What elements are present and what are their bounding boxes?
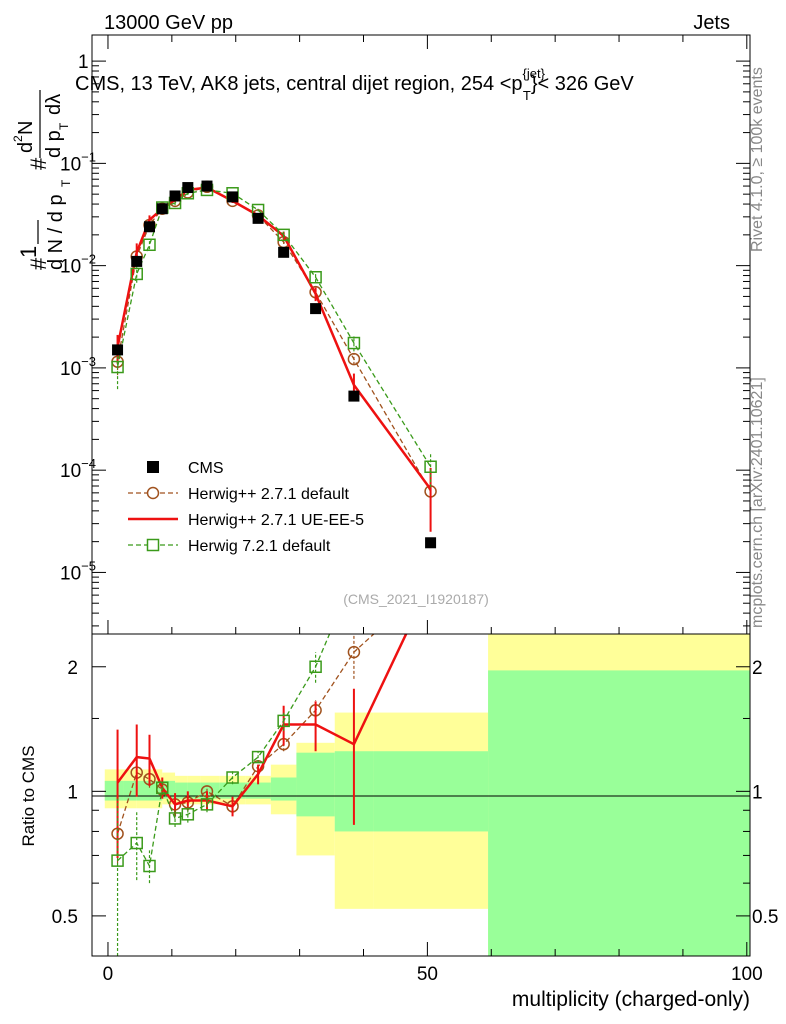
cms-data-point <box>182 182 194 194</box>
main-frame <box>91 34 751 635</box>
legend-label: Herwig++ 2.7.1 UE-EE-5 <box>188 512 364 529</box>
data-point <box>251 750 265 764</box>
legend-marker <box>146 538 160 552</box>
data-point <box>309 660 322 674</box>
x-tick-label: 50 <box>417 964 438 985</box>
ratio-y-tick-label: 0.5 <box>52 907 78 928</box>
analysis-id: (CMS_2021_I1920187) <box>343 591 489 607</box>
data-point <box>277 714 290 728</box>
svg-text:1: 1 <box>16 246 41 258</box>
data-point <box>168 812 182 825</box>
cms-data-point <box>169 190 181 202</box>
svg-text:#: # <box>26 257 51 270</box>
data-point <box>200 798 214 811</box>
legend-label: Herwig++ 2.7.1 default <box>188 486 350 503</box>
y-tick-label: 10−3 <box>60 354 96 380</box>
series-line-herwig72 <box>116 189 432 468</box>
data-point <box>156 781 169 795</box>
band-inner <box>296 752 335 817</box>
ratio-y-tick-label-right: 0.5 <box>752 907 778 928</box>
x-tick-label: 0 <box>103 964 114 985</box>
svg-text:d p: d p <box>43 130 65 158</box>
cms-data-point <box>156 203 168 215</box>
data-point <box>425 577 436 588</box>
data-point <box>347 645 361 659</box>
band-inner <box>123 780 137 801</box>
data-point <box>226 771 239 784</box>
series-herwig72 <box>111 561 436 956</box>
mcplots-label: mcplots.cern.ch [arXiv:2401.10621] <box>749 377 766 628</box>
cms-data-point <box>131 255 143 267</box>
ratio-panel: 0.5 0.5 1 1 2 2 0 50 100 <box>52 561 778 985</box>
svg-text:2: 2 <box>11 135 25 142</box>
y-tick-label: 10−5 <box>60 558 96 584</box>
legend: CMS Herwig++ 2.7.1 default Herwig++ 2.7.1 … <box>128 460 364 555</box>
main-ylabel: # 1 d N / d p T # d 2 N d p T dλ <box>11 90 73 270</box>
ratio-y-tick-label: 1 <box>67 782 78 803</box>
cms-data-point <box>227 191 239 203</box>
cms-data-point <box>112 344 124 356</box>
data-point <box>348 571 359 582</box>
data-point <box>347 336 361 350</box>
x-tick-label: 100 <box>731 964 763 985</box>
data-point <box>143 238 156 252</box>
rivet-version-label: Rivet 4.1.0, ≥ 100k events <box>749 67 766 252</box>
data-point <box>143 859 156 873</box>
series-herwig_ueee5 <box>116 186 432 532</box>
ratio-y-tick-label: 2 <box>67 658 78 679</box>
data-point <box>111 360 124 374</box>
svg-text:T: T <box>57 122 71 130</box>
category-label: Jets <box>693 12 730 34</box>
band-inner <box>187 782 201 799</box>
band-inner <box>270 777 297 801</box>
y-tick-label: 10−1 <box>60 149 96 175</box>
legend-marker-cms <box>147 461 159 473</box>
band-inner <box>219 782 246 799</box>
data-point <box>130 836 143 850</box>
band-inner <box>373 751 489 832</box>
svg-text:N: N <box>15 121 37 135</box>
legend-marker <box>146 486 160 500</box>
band-inner <box>175 782 188 799</box>
band-inner <box>104 780 124 801</box>
data-point <box>130 267 143 281</box>
data-point <box>425 561 436 572</box>
y-tick-label: 10−4 <box>60 456 96 482</box>
data-point <box>424 460 437 473</box>
energy-label: 13000 GeV pp <box>104 12 233 34</box>
svg-text:d: d <box>15 142 37 153</box>
band-inner <box>245 782 271 799</box>
plot-title: CMS, 13 TeV, AK8 jets, central dijet reg… <box>75 66 634 103</box>
svg-text:T: T <box>59 179 73 187</box>
cms-data-point <box>348 390 360 402</box>
cms-data-point <box>310 303 322 315</box>
legend-label: Herwig 7.2.1 default <box>188 538 331 555</box>
main-panel: 10−510−410−310−210−11 <box>60 34 751 635</box>
series-line-herwig_ueee5 <box>116 186 432 491</box>
legend-label: CMS <box>188 460 224 477</box>
band-inner <box>488 670 750 956</box>
svg-text:dλ: dλ <box>43 94 65 115</box>
ratio-ylabel: Ratio to CMS <box>19 745 38 846</box>
x-axis-label: multiplicity (charged-only) <box>512 988 750 1011</box>
data-point <box>277 228 290 242</box>
cms-data-point <box>252 212 264 224</box>
data-point <box>111 854 124 867</box>
ratio-y-tick-label-right: 1 <box>752 782 763 803</box>
cms-data-point <box>278 246 290 258</box>
series-line-herwig_default <box>116 186 432 492</box>
data-point <box>309 270 322 284</box>
uncertainty-bands <box>104 634 750 956</box>
data-point <box>347 352 361 366</box>
cms-data-point <box>143 221 155 233</box>
svg-text:d N / d p: d N / d p <box>45 194 67 270</box>
y-tick-label: 1 <box>78 52 89 73</box>
data-point <box>181 808 195 821</box>
cms-data-point <box>201 180 213 192</box>
ratio-y-tick-label-right: 2 <box>752 658 763 679</box>
cms-data-point <box>425 537 437 549</box>
svg-text:#: # <box>26 157 51 170</box>
